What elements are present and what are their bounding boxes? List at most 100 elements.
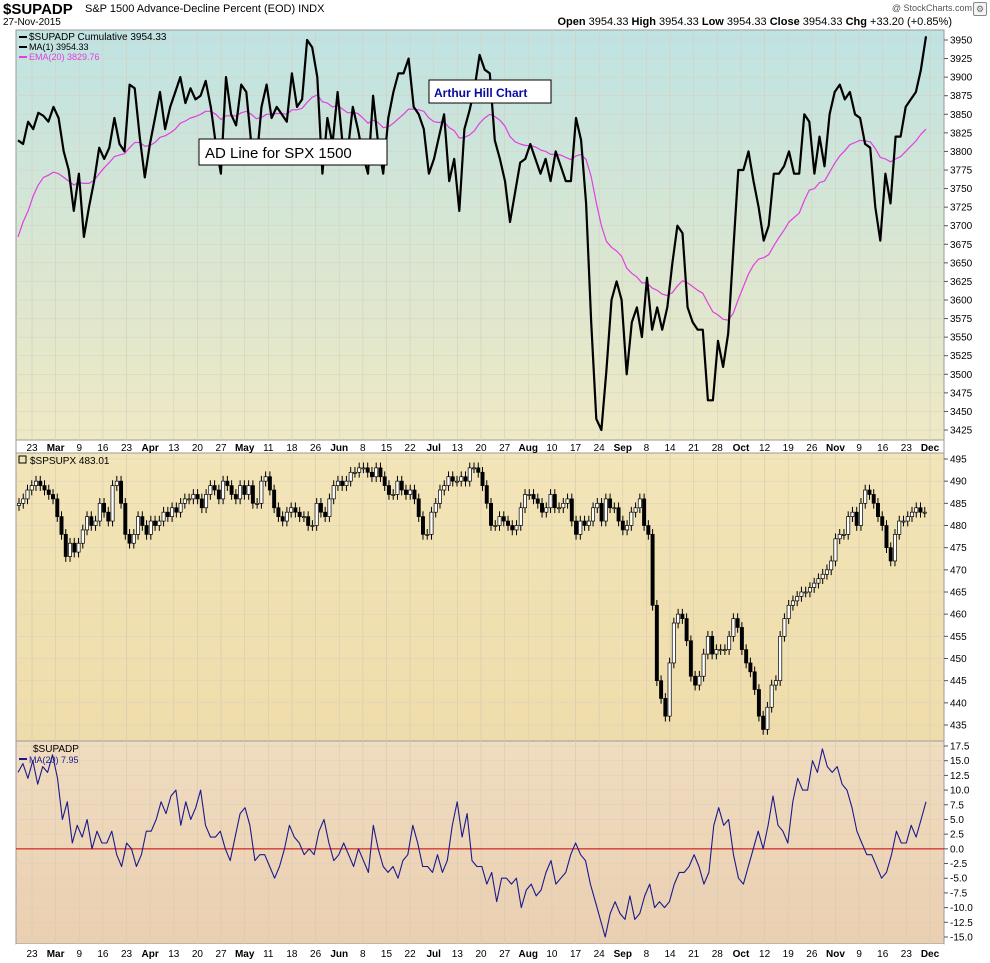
candle: [918, 502, 923, 518]
candle-body: [748, 662, 753, 673]
candle: [59, 511, 64, 540]
candle-body: [905, 516, 910, 522]
candle-body: [178, 502, 183, 513]
candle-body: [769, 684, 774, 708]
candle-body: [89, 516, 94, 526]
candle-body: [438, 489, 442, 504]
candle: [735, 613, 740, 633]
candle: [816, 573, 821, 589]
candle: [195, 489, 200, 505]
candle: [369, 466, 374, 483]
candle: [174, 502, 179, 518]
x-tick-label: 12: [759, 949, 771, 960]
candle-body: [884, 525, 889, 549]
candle: [646, 520, 651, 540]
candle-body: [433, 502, 438, 513]
candle-body: [876, 502, 880, 517]
candle-body: [212, 485, 217, 491]
y-tick-label: 3425: [950, 426, 973, 437]
candle: [752, 666, 757, 695]
candle: [578, 515, 583, 540]
candle-body: [535, 498, 540, 504]
candle-body: [369, 471, 374, 478]
candle-body: [756, 689, 761, 717]
candle: [480, 466, 485, 491]
candle: [710, 631, 715, 660]
candle-body: [51, 494, 55, 500]
candle-body: [267, 476, 272, 491]
candle: [910, 506, 914, 522]
candle-body: [837, 534, 842, 540]
candle-body: [352, 471, 357, 474]
candle-body: [344, 480, 349, 486]
candle: [284, 506, 289, 527]
candle-body: [348, 471, 353, 482]
candle-body: [663, 698, 668, 717]
candle-body: [506, 520, 510, 526]
candle-body: [484, 485, 489, 504]
y-tick-label: 3550: [950, 333, 973, 344]
low-value: 3954.33: [726, 16, 767, 28]
chg-label: Chg: [845, 16, 867, 28]
candle: [442, 480, 447, 496]
y-tick-label: 10.0: [950, 786, 970, 797]
stockcharts-watermark: @ StockCharts.com: [891, 3, 972, 13]
candle: [85, 511, 90, 536]
candle: [535, 493, 540, 509]
candle: [352, 466, 357, 478]
candle: [123, 498, 128, 540]
y-tick-label: 2.5: [950, 830, 964, 841]
candle-body: [765, 706, 770, 730]
candle-body: [739, 627, 744, 650]
candle: [501, 511, 506, 527]
candle-body: [259, 480, 264, 504]
candle: [221, 475, 226, 505]
gear-icon[interactable]: ⚙: [973, 2, 987, 16]
candle-body: [718, 649, 723, 651]
candle-body: [714, 649, 719, 655]
candle: [595, 498, 600, 514]
candle-body: [523, 494, 527, 509]
candle: [914, 502, 919, 518]
open-label: Open: [557, 16, 586, 28]
candle-body: [671, 622, 676, 664]
candle-body: [68, 542, 72, 557]
candle-body: [246, 485, 251, 495]
candle: [569, 493, 574, 527]
candle: [671, 617, 676, 669]
candle: [527, 489, 532, 500]
candle-body: [161, 511, 166, 522]
candle: [829, 555, 834, 576]
candle-body: [803, 591, 808, 594]
chart-header: $SUPADP S&P 1500 Advance-Decline Percent…: [0, 0, 990, 30]
candle: [276, 502, 281, 522]
candle-body: [710, 635, 715, 655]
candle-body: [148, 520, 153, 535]
y-axis-panel-1: 3950 3925 3900 3875 3850 3825 3800 3775 3750 3725…: [944, 36, 973, 437]
candle: [38, 475, 43, 491]
candle-body: [476, 467, 481, 473]
candle: [297, 506, 302, 522]
x-tick-label: Jun: [330, 949, 348, 960]
candle-body: [790, 600, 795, 606]
candle-body: [80, 529, 85, 544]
candle-body: [807, 587, 812, 593]
candle: [97, 498, 102, 527]
x-tick-label: 28: [712, 949, 724, 960]
x-tick-label: 13: [452, 443, 464, 454]
candle-body: [820, 573, 825, 580]
candle-body: [446, 476, 451, 486]
candle-body: [854, 511, 859, 526]
candle: [403, 484, 408, 500]
candle-body: [727, 635, 732, 650]
candle-body: [833, 538, 838, 562]
candle-body: [540, 502, 545, 513]
candle: [820, 568, 825, 585]
candle-body: [293, 507, 298, 513]
candle-body: [910, 511, 914, 517]
candle-body: [306, 516, 311, 526]
candle-body: [297, 511, 302, 517]
candle-body: [276, 507, 281, 517]
annotation-ad-line-text: AD Line for SPX 1500: [205, 145, 352, 162]
y-axis-panel-3: 17.5 15.0 12.5 10.0 7.5 5.0 2.5 0.0 -2.5 -5.0 -7.5…: [944, 742, 973, 944]
